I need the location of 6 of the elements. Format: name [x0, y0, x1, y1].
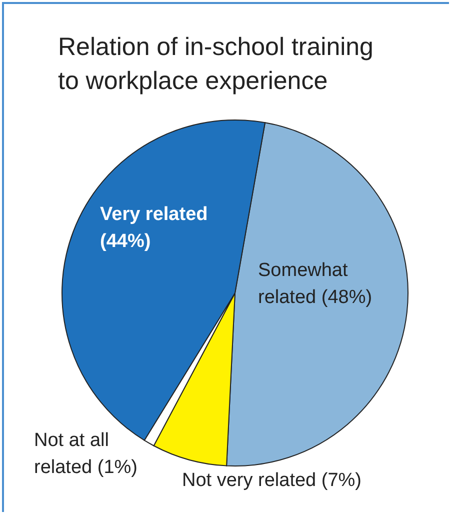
slice-label: Very related	[100, 204, 208, 225]
slice-label: Not at all related (1%)	[34, 430, 138, 478]
data-label: (44%)	[100, 231, 151, 252]
chart-title: Relation of in-school training to workplace experience	[58, 32, 374, 97]
slice-label: Not very related (7%)	[182, 470, 362, 491]
slice-label: Somewhat related (48%)	[258, 260, 372, 308]
